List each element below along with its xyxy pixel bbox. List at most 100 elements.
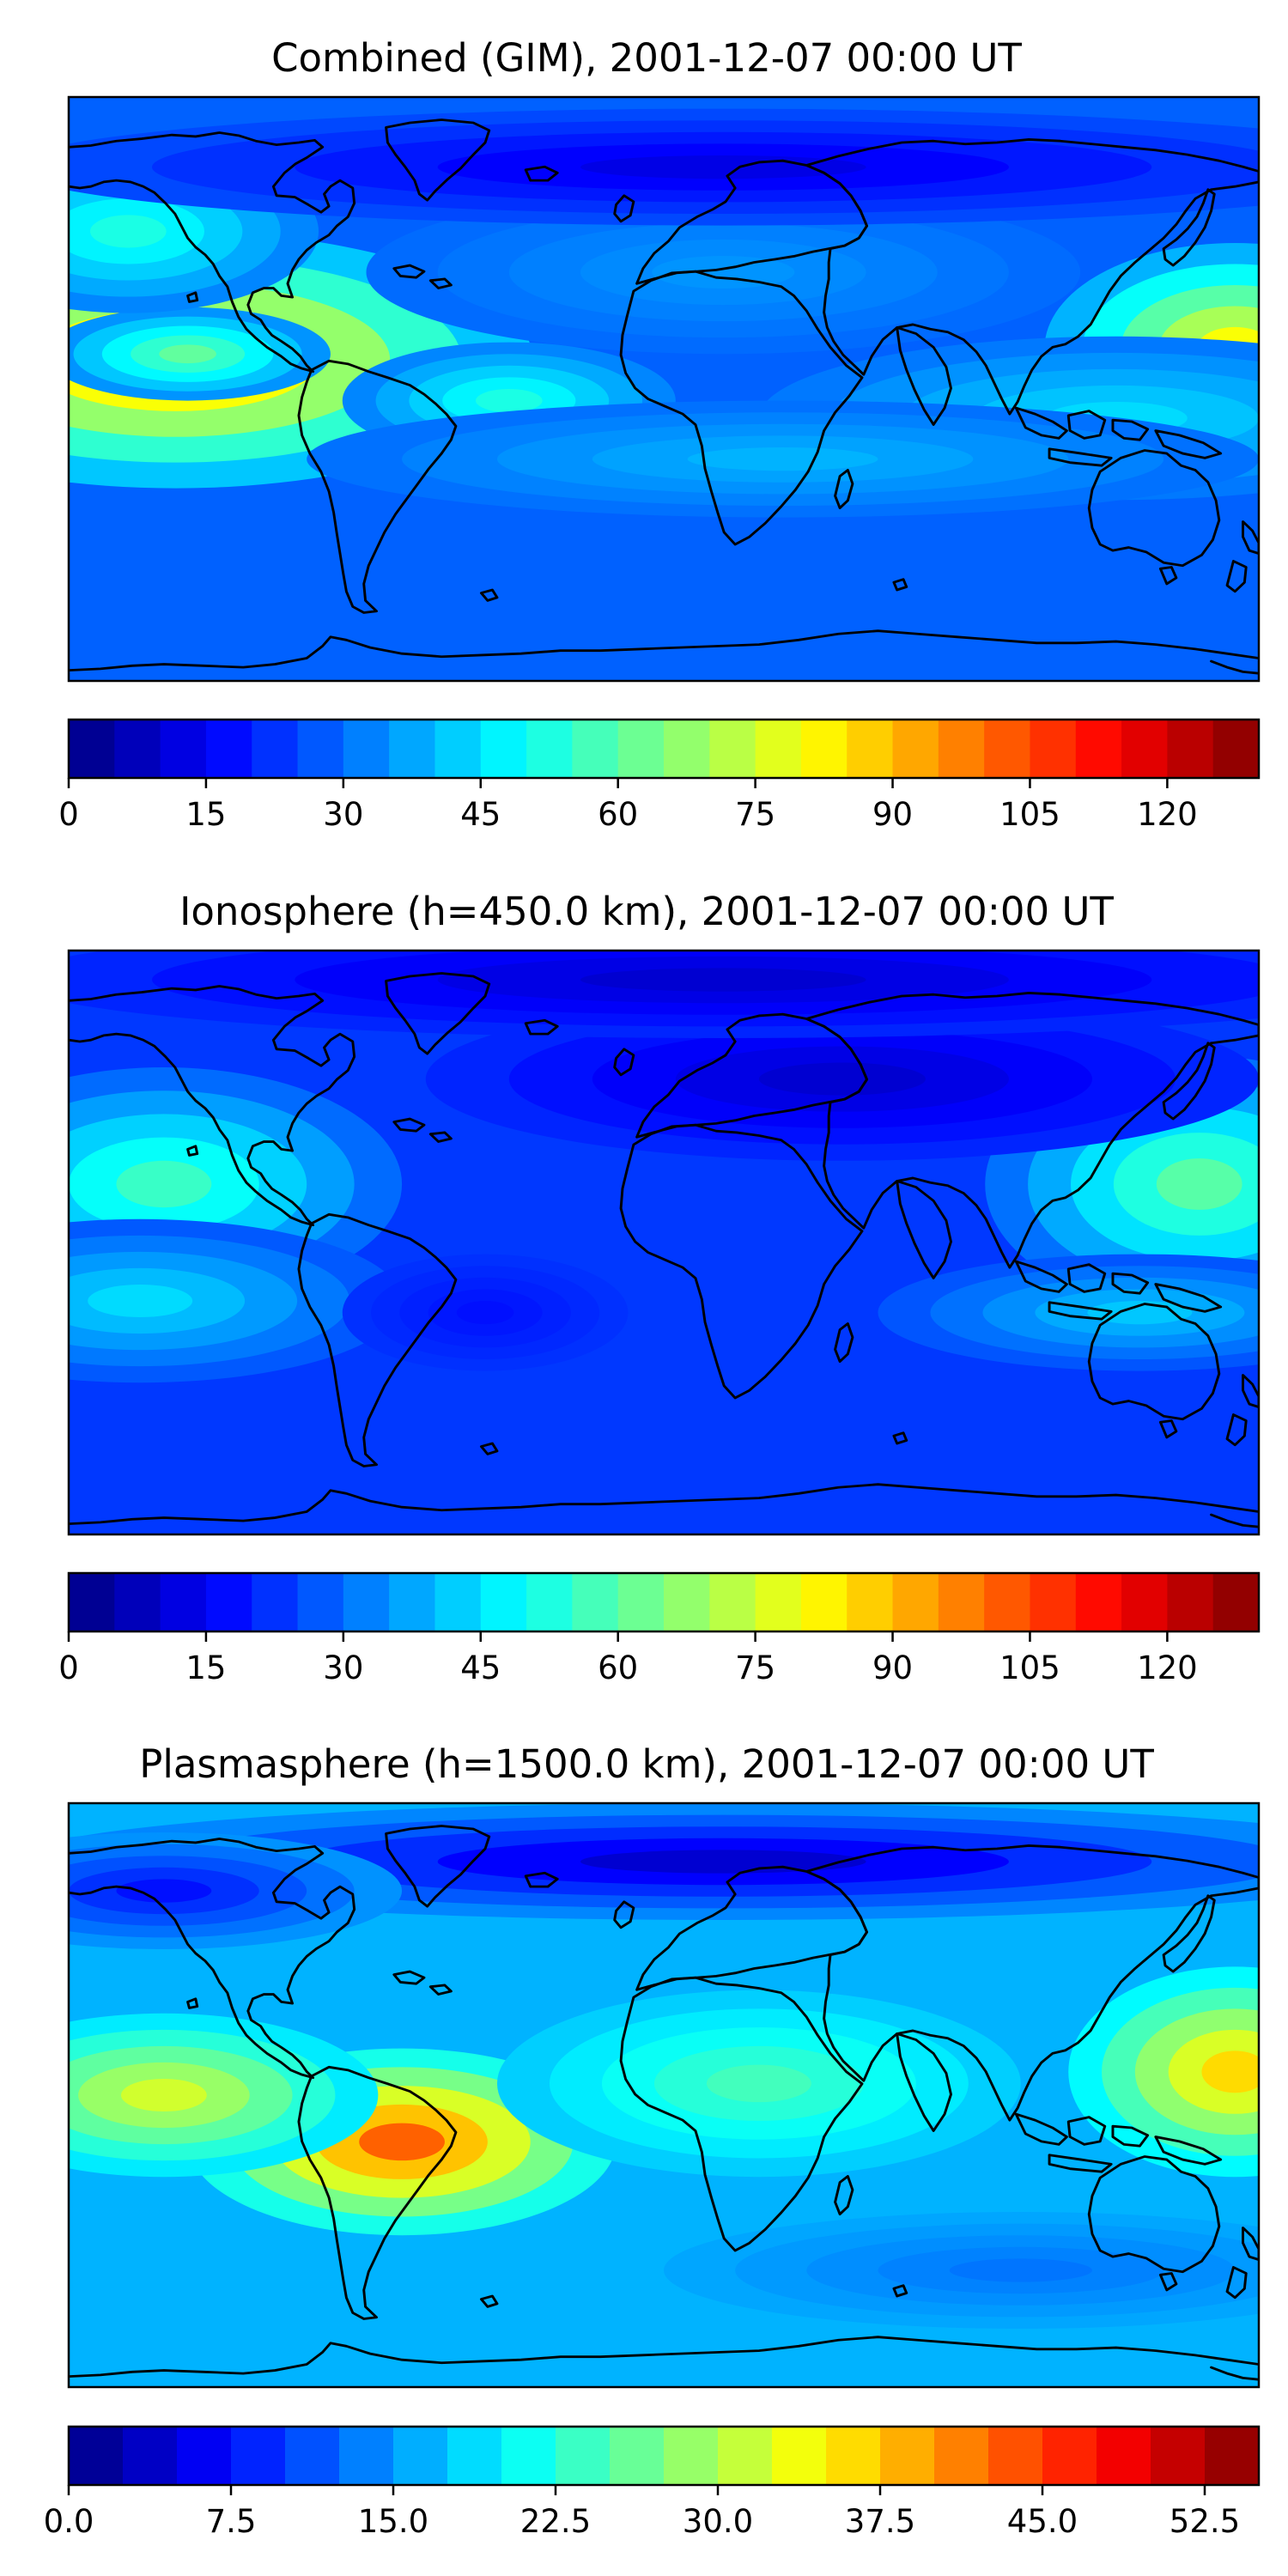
colorbar-segment bbox=[1121, 1573, 1168, 1631]
colorbar-segment bbox=[1042, 2427, 1097, 2485]
colorbar-segment bbox=[880, 2427, 935, 2485]
colorbar-segment bbox=[389, 720, 436, 778]
colorbar-segment bbox=[934, 2427, 989, 2485]
colorbar-frame bbox=[67, 718, 1261, 780]
colorbar-segment bbox=[772, 2427, 827, 2485]
map-frame bbox=[67, 949, 1261, 1536]
colorbar-segment bbox=[572, 1573, 619, 1631]
colorbar-segment bbox=[892, 1573, 939, 1631]
colorbar-segment bbox=[664, 1573, 710, 1631]
colorbar-segment bbox=[1075, 1573, 1122, 1631]
colorbar-tick-label: 22.5 bbox=[520, 2503, 591, 2540]
panel-title: Ionosphere (h=450.0 km), 2001-12-07 00:0… bbox=[179, 889, 1114, 934]
contour-region bbox=[580, 155, 866, 179]
colorbar-segment bbox=[709, 1573, 756, 1631]
colorbar-tick-label: 75 bbox=[735, 796, 775, 833]
colorbar-segment bbox=[177, 2427, 232, 2485]
colorbar-tick-label: 52.5 bbox=[1170, 2503, 1240, 2540]
colorbar-tick-label: 0.0 bbox=[44, 2503, 94, 2540]
contour-region bbox=[1201, 2050, 1259, 2093]
colorbar-segment bbox=[610, 2427, 665, 2485]
map-panel-2: Ionosphere (h=450.0 km), 2001-12-07 00:0… bbox=[58, 889, 1261, 1686]
contour-region bbox=[120, 2078, 207, 2112]
colorbar-tick-label: 105 bbox=[999, 796, 1060, 833]
contour-field bbox=[69, 97, 1259, 681]
colorbar-segment bbox=[664, 2427, 719, 2485]
colorbar-tick-label: 60 bbox=[598, 796, 638, 833]
colorbar-segment bbox=[1030, 720, 1077, 778]
contour-region bbox=[1156, 1158, 1242, 1210]
colorbar-segment bbox=[556, 2427, 611, 2485]
colorbar-segment bbox=[526, 1573, 573, 1631]
colorbar-segment bbox=[114, 1573, 161, 1631]
colorbar-tick-label: 37.5 bbox=[845, 2503, 915, 2540]
contour-region bbox=[116, 1160, 212, 1208]
colorbar-segment bbox=[1205, 2427, 1260, 2485]
colorbar-segment bbox=[434, 1573, 482, 1631]
colorbar-tick-label: 75 bbox=[735, 1649, 775, 1686]
colorbar-segment bbox=[1075, 720, 1122, 778]
colorbar-tick-label: 30 bbox=[323, 796, 363, 833]
colorbar-tick-label: 15.0 bbox=[358, 2503, 428, 2540]
colorbar-segment bbox=[847, 1573, 894, 1631]
colorbar-tick-label: 0 bbox=[58, 796, 79, 833]
map-frame bbox=[67, 95, 1261, 683]
colorbar-segment bbox=[892, 720, 939, 778]
contour-field bbox=[69, 951, 1259, 1534]
colorbar-segment bbox=[501, 2427, 556, 2485]
colorbar-segment bbox=[343, 1573, 390, 1631]
contour-region bbox=[89, 215, 167, 248]
colorbar-segment bbox=[480, 720, 527, 778]
colorbar-segment bbox=[1167, 720, 1214, 778]
colorbar-tick-label: 105 bbox=[999, 1649, 1060, 1686]
contour-region bbox=[580, 968, 866, 992]
colorbar-segment bbox=[205, 1573, 252, 1631]
colorbar-segment bbox=[938, 720, 985, 778]
colorbar-segment bbox=[617, 1573, 665, 1631]
colorbar-segment bbox=[69, 2427, 124, 2485]
colorbar-segment bbox=[1151, 2427, 1206, 2485]
panel-title: Combined (GIM), 2001-12-07 00:00 UT bbox=[271, 35, 1022, 81]
colorbar-segment bbox=[160, 720, 207, 778]
contour-region bbox=[456, 1301, 514, 1325]
colorbar-segment bbox=[709, 720, 756, 778]
colorbar-segment bbox=[480, 1573, 527, 1631]
colorbar-segment bbox=[800, 1573, 848, 1631]
colorbar-segment bbox=[343, 720, 390, 778]
colorbar-segment bbox=[1030, 1573, 1077, 1631]
colorbar-frame bbox=[67, 1571, 1261, 1633]
colorbar-segment bbox=[297, 1573, 344, 1631]
colorbar-tick-label: 120 bbox=[1137, 1649, 1198, 1686]
colorbar-segment bbox=[69, 1573, 115, 1631]
contour-region bbox=[359, 2123, 445, 2161]
contour-field bbox=[69, 1803, 1259, 2387]
colorbar-tick-label: 45 bbox=[460, 1649, 501, 1686]
colorbar-segment bbox=[938, 1573, 985, 1631]
colorbar-segment bbox=[988, 2427, 1043, 2485]
colorbar-tick-label: 45 bbox=[460, 796, 501, 833]
colorbar-segment bbox=[285, 2427, 340, 2485]
map-frame bbox=[67, 1801, 1261, 2389]
contour-region bbox=[652, 255, 795, 289]
colorbar-segment bbox=[447, 2427, 502, 2485]
contour-region bbox=[88, 1284, 193, 1318]
colorbar-segment bbox=[123, 2427, 178, 2485]
colorbar-tick-label: 30.0 bbox=[683, 2503, 753, 2540]
colorbar-tick-label: 120 bbox=[1137, 796, 1198, 833]
colorbar-segment bbox=[984, 1573, 1031, 1631]
contour-region bbox=[758, 1062, 926, 1096]
colorbar-segment bbox=[69, 720, 115, 778]
colorbar-segment bbox=[1121, 720, 1168, 778]
colorbar-segment bbox=[434, 720, 482, 778]
colorbar-segment bbox=[800, 720, 848, 778]
contour-region bbox=[949, 2258, 1092, 2282]
colorbar-segment bbox=[1167, 1573, 1214, 1631]
contour-region bbox=[580, 1850, 866, 1874]
panel-title: Plasmasphere (h=1500.0 km), 2001-12-07 0… bbox=[139, 1741, 1154, 1787]
contour-region bbox=[159, 344, 216, 364]
colorbar-segment bbox=[617, 720, 665, 778]
colorbar-segment bbox=[297, 720, 344, 778]
colorbar-segment bbox=[160, 1573, 207, 1631]
colorbar-tick-label: 90 bbox=[872, 1649, 913, 1686]
map-panel-3: Plasmasphere (h=1500.0 km), 2001-12-07 0… bbox=[44, 1741, 1261, 2540]
